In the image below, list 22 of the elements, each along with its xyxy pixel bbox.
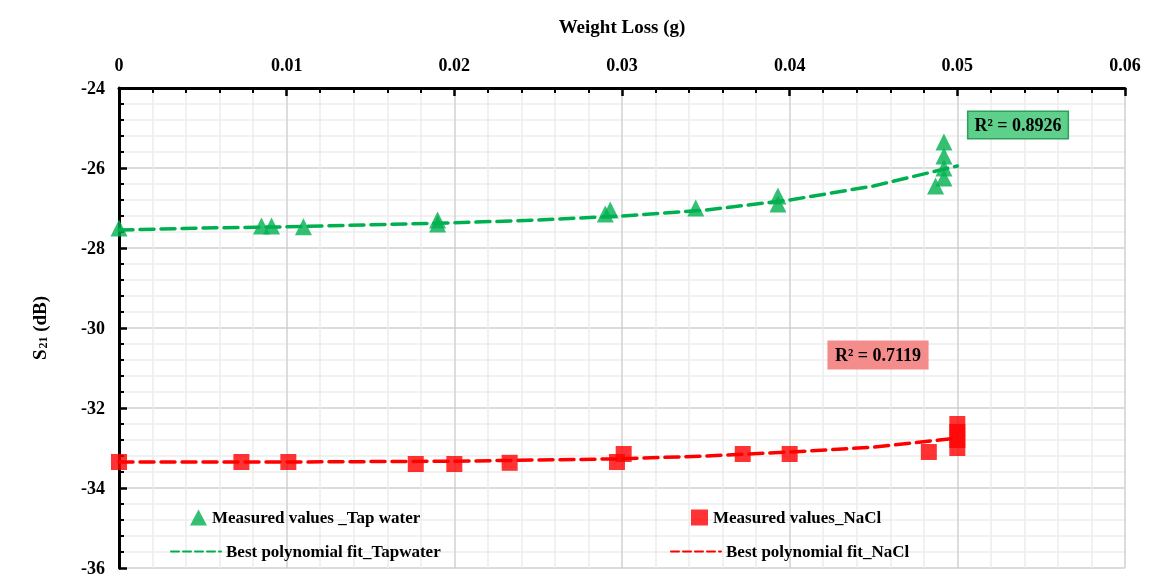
y-tick-label: -24 — [81, 78, 105, 98]
x-tick-label: 0.03 — [606, 55, 638, 75]
x-tick-label: 0.04 — [773, 55, 806, 75]
legend-label: Measured values_NaCl — [713, 508, 882, 527]
y-axis-title: S21 (dB) — [28, 295, 51, 361]
annotation: R² = 0.7119 — [834, 345, 922, 365]
y-tick-label: -32 — [81, 398, 105, 418]
y-tick-label: -28 — [81, 238, 105, 258]
y-tick-label: -30 — [81, 318, 105, 338]
x-tick-label: 0 — [114, 55, 124, 75]
x-tick-label: 0.05 — [941, 55, 974, 75]
legend-label: Best polynomial fit_NaCl — [726, 542, 910, 561]
x-tick-label: 0.02 — [438, 55, 471, 75]
y-tick-label: -36 — [81, 558, 105, 578]
y-tick-label: -34 — [81, 478, 105, 498]
x-axis-title: Weight Loss (g) — [558, 16, 686, 38]
annotation: R² = 0.8926 — [974, 115, 1062, 135]
x-tick-label: 0.01 — [270, 55, 303, 75]
legend-label: Measured values _Tap water — [212, 508, 421, 527]
x-tick-label: 0.06 — [1109, 55, 1141, 75]
y-tick-label: -26 — [81, 158, 105, 178]
legend-label: Best polynomial fit_Tapwater — [226, 542, 442, 561]
